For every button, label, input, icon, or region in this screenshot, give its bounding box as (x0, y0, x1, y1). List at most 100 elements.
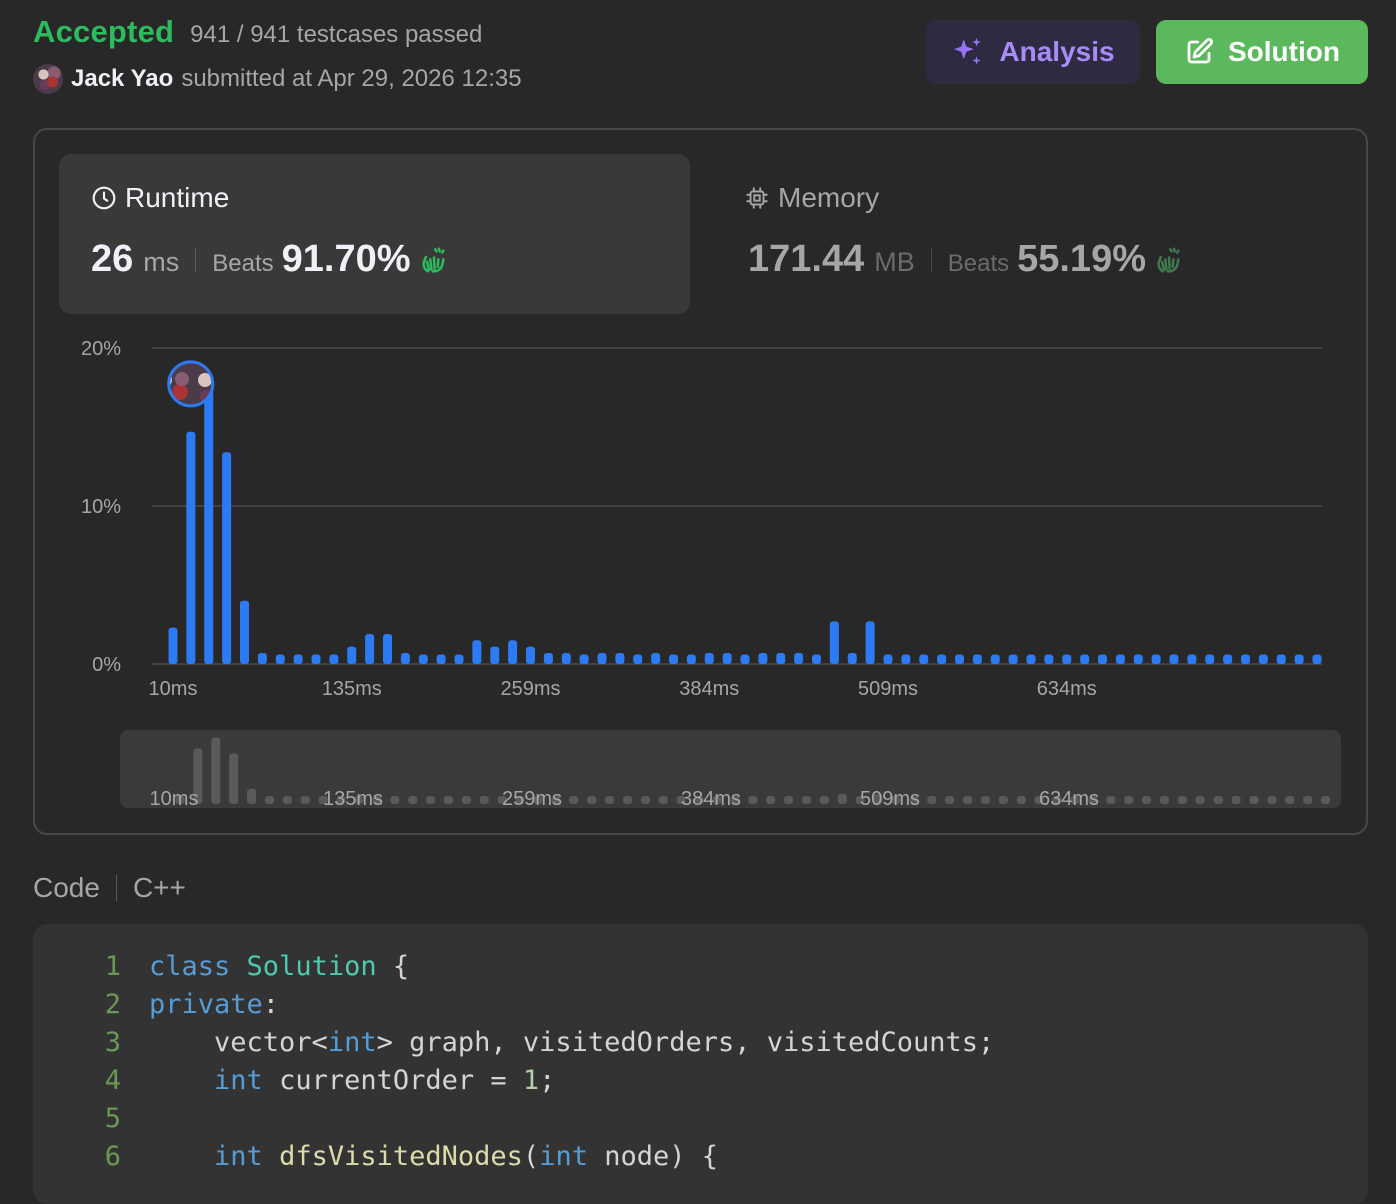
chart-bar[interactable] (275, 654, 285, 664)
code-line: 5 (33, 1100, 994, 1138)
solution-label: Solution (1228, 36, 1340, 67)
user-name[interactable]: Jack Yao (71, 65, 174, 92)
chart-overview[interactable]: 10ms 135ms 259ms 384ms 509ms 634ms (120, 730, 1341, 810)
chart-bar[interactable] (186, 431, 196, 664)
code-text (121, 1100, 149, 1138)
chart-bar[interactable] (847, 652, 857, 664)
overview-bar (998, 796, 1008, 804)
chart-bar[interactable] (1312, 654, 1322, 664)
chart-bar[interactable] (1241, 654, 1250, 664)
chart-bars (168, 385, 1322, 664)
chart-bar[interactable] (669, 654, 678, 664)
chart-bar[interactable] (704, 652, 714, 664)
chart-bar[interactable] (347, 646, 357, 664)
runtime-beats-value: 91.70% (281, 238, 411, 280)
chart-bar[interactable] (1044, 654, 1054, 664)
chart-bar[interactable] (1080, 654, 1090, 664)
chart-bar[interactable] (901, 654, 911, 664)
code-lines: 1 class Solution {2 private: 3 vector<int> … (33, 948, 995, 1176)
chart-bar[interactable] (883, 654, 893, 664)
chart-bar[interactable] (651, 652, 661, 664)
chart-bar[interactable] (311, 654, 321, 664)
chart-bar[interactable] (383, 633, 392, 664)
overview-track[interactable] (120, 730, 1341, 808)
chart-bar[interactable] (579, 654, 589, 664)
chart-bar[interactable] (222, 452, 232, 664)
overview-bar (1267, 796, 1277, 804)
chart-bar[interactable] (418, 654, 428, 664)
chart-bar[interactable] (561, 652, 571, 664)
overview-bar (443, 796, 453, 804)
line-number: 1 (104, 951, 121, 982)
chart-highlight-marker[interactable] (167, 360, 215, 408)
chart-bar[interactable] (257, 652, 267, 664)
chart-bar[interactable] (776, 652, 786, 664)
chart-bar[interactable] (508, 640, 518, 664)
overview-bar (927, 796, 937, 804)
chart-bar[interactable] (293, 654, 303, 664)
chart-bar[interactable] (812, 654, 821, 664)
chart-bar[interactable] (1062, 654, 1072, 664)
chart-bar[interactable] (1026, 654, 1036, 664)
chart-bar[interactable] (990, 654, 1000, 664)
code-text: vector<int> graph, visitedOrders, visite… (149, 1027, 995, 1058)
overview-bar (390, 796, 400, 804)
status-line: Accepted 941 / 941 testcases passed (33, 14, 482, 50)
avatar[interactable] (33, 64, 63, 94)
chart-bar[interactable] (1098, 654, 1107, 664)
chart-bar[interactable] (686, 654, 696, 664)
status-accepted: Accepted (33, 14, 175, 49)
chart-bar[interactable] (472, 640, 482, 664)
chart-bar[interactable] (1223, 654, 1233, 664)
chart-bar[interactable] (365, 633, 375, 664)
chart-bar[interactable] (168, 627, 178, 664)
chart-bar[interactable] (436, 654, 446, 664)
chart-bar[interactable] (1187, 654, 1197, 664)
chart-bar[interactable] (972, 654, 982, 664)
chart-bar[interactable] (865, 621, 875, 664)
overview-bar (963, 796, 973, 804)
chart-bar[interactable] (919, 654, 929, 664)
code-block[interactable]: 1 class Solution {2 private: 3 vector<int> … (33, 924, 1368, 1204)
chart-bar[interactable] (597, 652, 607, 664)
overview-bar (766, 796, 776, 804)
chart-bar[interactable] (454, 654, 464, 664)
chart-bar[interactable] (740, 654, 750, 664)
overview-bar (408, 796, 418, 804)
chart-bar[interactable] (1151, 654, 1161, 664)
chart-bar[interactable] (758, 652, 768, 664)
runtime-card[interactable]: Runtime 26 ms Beats 91.70% (59, 154, 690, 314)
chart-bar[interactable] (526, 646, 535, 664)
code-text: int dfsVisitedNodes(int node) { (214, 1141, 719, 1172)
chart-bar[interactable] (1276, 654, 1286, 664)
analysis-button[interactable]: Analysis (926, 20, 1140, 84)
chart-bar[interactable] (490, 646, 500, 664)
chart-x-labels: 10ms 135ms 259ms 384ms 509ms 634ms (149, 678, 1097, 700)
chart-bar[interactable] (204, 385, 214, 664)
runtime-unit: ms (143, 247, 180, 277)
chart-bar[interactable] (400, 652, 410, 664)
chart-bar[interactable] (1133, 654, 1143, 664)
clapping-hands-icon (1157, 247, 1180, 273)
chart-bar[interactable] (1258, 654, 1268, 664)
chart-bar[interactable] (794, 652, 804, 664)
chart-bar[interactable] (955, 654, 964, 664)
solution-button[interactable]: Solution (1156, 20, 1368, 84)
chart-bar[interactable] (722, 652, 732, 664)
chart-bar[interactable] (1169, 654, 1179, 664)
overview-bar (1142, 796, 1152, 804)
chart-bar[interactable] (240, 600, 249, 664)
chart-bar[interactable] (329, 654, 339, 664)
chart-bar[interactable] (1115, 654, 1125, 664)
chart-bar[interactable] (1008, 654, 1018, 664)
chart-bar[interactable] (615, 652, 625, 664)
chart-bar[interactable] (633, 654, 643, 664)
memory-card[interactable]: Memory 171.44 MB Beats 55.19% (716, 154, 1316, 314)
x-tick-label: 509ms (858, 678, 918, 700)
user-avatar-marker[interactable] (167, 360, 215, 408)
chart-bar[interactable] (829, 621, 839, 664)
chart-bar[interactable] (937, 654, 947, 664)
chart-bar[interactable] (1294, 654, 1304, 664)
chart-bar[interactable] (543, 652, 553, 664)
chart-bar[interactable] (1205, 654, 1215, 664)
